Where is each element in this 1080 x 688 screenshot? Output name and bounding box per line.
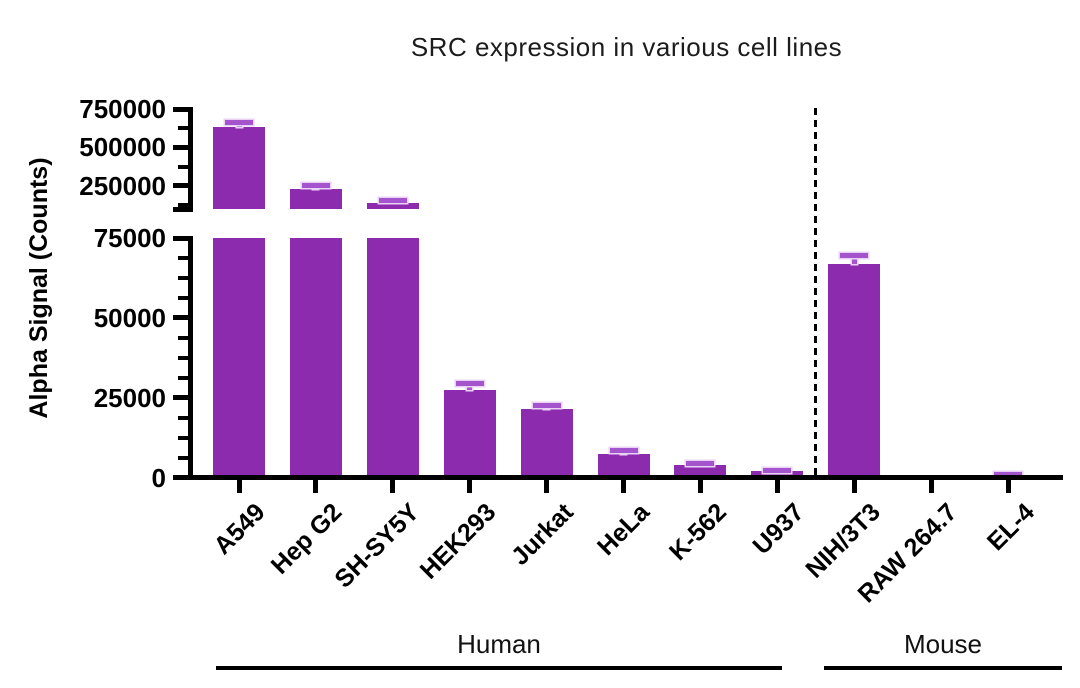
group-underline-mouse bbox=[824, 666, 1062, 670]
y-axis-lower-segment bbox=[188, 235, 193, 480]
x-axis-tick bbox=[313, 478, 319, 493]
species-separator-dashed-line bbox=[813, 108, 817, 475]
bar-segment-upper bbox=[213, 127, 265, 209]
group-label-human: Human bbox=[457, 629, 541, 659]
y-axis-major-tick bbox=[173, 235, 188, 241]
error-bar-cap bbox=[609, 448, 638, 454]
bar-segment-lower bbox=[366, 238, 419, 477]
x-axis-tick bbox=[928, 478, 934, 493]
x-category-label: U937 bbox=[747, 498, 810, 561]
error-bar-cap bbox=[225, 119, 253, 125]
y-axis-major-tick bbox=[173, 475, 188, 480]
y-tick-label: 250000 bbox=[79, 170, 166, 201]
error-bar-cap bbox=[378, 198, 407, 204]
x-category-label: A549 bbox=[208, 498, 271, 561]
x-category-label: Jurkat bbox=[505, 498, 579, 571]
chart-title: SRC expression in various cell lines bbox=[410, 32, 843, 62]
y-axis-break-end-tick bbox=[173, 207, 188, 212]
bar-segment-lower bbox=[213, 238, 265, 477]
error-bar-cap bbox=[840, 253, 869, 259]
error-bar-cap bbox=[455, 380, 484, 386]
y-tick-label: 25000 bbox=[93, 382, 166, 413]
x-category-label: SH-SY5Y bbox=[329, 498, 425, 594]
error-bar-cap bbox=[763, 467, 792, 473]
group-underline-human bbox=[216, 666, 782, 670]
error-bar-stem bbox=[467, 383, 473, 390]
y-axis-major-tick bbox=[173, 315, 188, 321]
error-bar-cap bbox=[532, 402, 561, 408]
y-axis-minor-tick bbox=[178, 355, 188, 360]
y-axis-minor-tick bbox=[178, 203, 188, 208]
y-axis-minor-tick bbox=[178, 375, 188, 380]
x-axis-tick bbox=[774, 478, 780, 493]
y-axis-minor-tick bbox=[178, 126, 188, 131]
x-axis-tick bbox=[851, 478, 857, 493]
y-axis-minor-tick bbox=[178, 295, 188, 300]
y-axis-major-tick bbox=[173, 144, 188, 150]
y-axis-minor-tick bbox=[178, 455, 188, 460]
group-label-mouse: Mouse bbox=[903, 629, 983, 659]
x-axis-tick bbox=[467, 478, 473, 493]
x-category-label: HEK293 bbox=[414, 498, 502, 585]
x-axis-tick bbox=[697, 478, 703, 493]
y-axis-upper-segment bbox=[188, 106, 193, 212]
x-axis-tick bbox=[621, 478, 626, 493]
y-axis-minor-tick bbox=[178, 435, 188, 440]
y-axis-minor-tick bbox=[178, 164, 188, 169]
y-axis-major-tick bbox=[173, 106, 188, 112]
error-bar-stem bbox=[851, 255, 857, 264]
y-axis-minor-tick bbox=[178, 415, 188, 420]
error-bar-cap bbox=[301, 183, 330, 189]
y-tick-label: 500000 bbox=[79, 132, 166, 163]
x-axis-tick bbox=[390, 478, 396, 493]
bar-segment-lower bbox=[289, 238, 342, 477]
y-axis-minor-tick bbox=[178, 275, 188, 280]
y-axis-minor-tick bbox=[178, 335, 188, 340]
bar-segment-upper bbox=[289, 189, 342, 209]
bar-segment-upper bbox=[366, 202, 419, 209]
y-axis-major-tick bbox=[173, 183, 188, 189]
x-category-label: HeLa bbox=[592, 498, 656, 562]
y-axis-minor-tick bbox=[178, 255, 188, 260]
x-category-label: K-562 bbox=[664, 498, 733, 566]
x-axis-tick bbox=[1005, 478, 1011, 493]
bar-segment-lower bbox=[520, 408, 573, 477]
y-axis-major-tick bbox=[173, 395, 188, 401]
bar-segment-lower bbox=[828, 263, 881, 477]
x-axis-line bbox=[188, 475, 1063, 480]
error-bar-cap bbox=[994, 471, 1022, 477]
bar-segment-lower bbox=[443, 389, 496, 477]
bar-segment-lower bbox=[597, 453, 650, 477]
error-bar-cap bbox=[686, 460, 715, 466]
bar-segment-lower bbox=[674, 464, 727, 477]
bar-segment-lower bbox=[751, 471, 804, 477]
y-tick-label: 75000 bbox=[93, 223, 166, 253]
y-tick-label: 750000 bbox=[79, 94, 166, 124]
x-category-label: EL-4 bbox=[981, 498, 1040, 557]
x-axis-tick bbox=[236, 478, 242, 493]
y-tick-label: 50000 bbox=[93, 302, 166, 333]
error-bar-stem bbox=[236, 122, 242, 128]
y-tick-label: 0 bbox=[151, 462, 166, 493]
x-axis-tick bbox=[544, 478, 550, 493]
